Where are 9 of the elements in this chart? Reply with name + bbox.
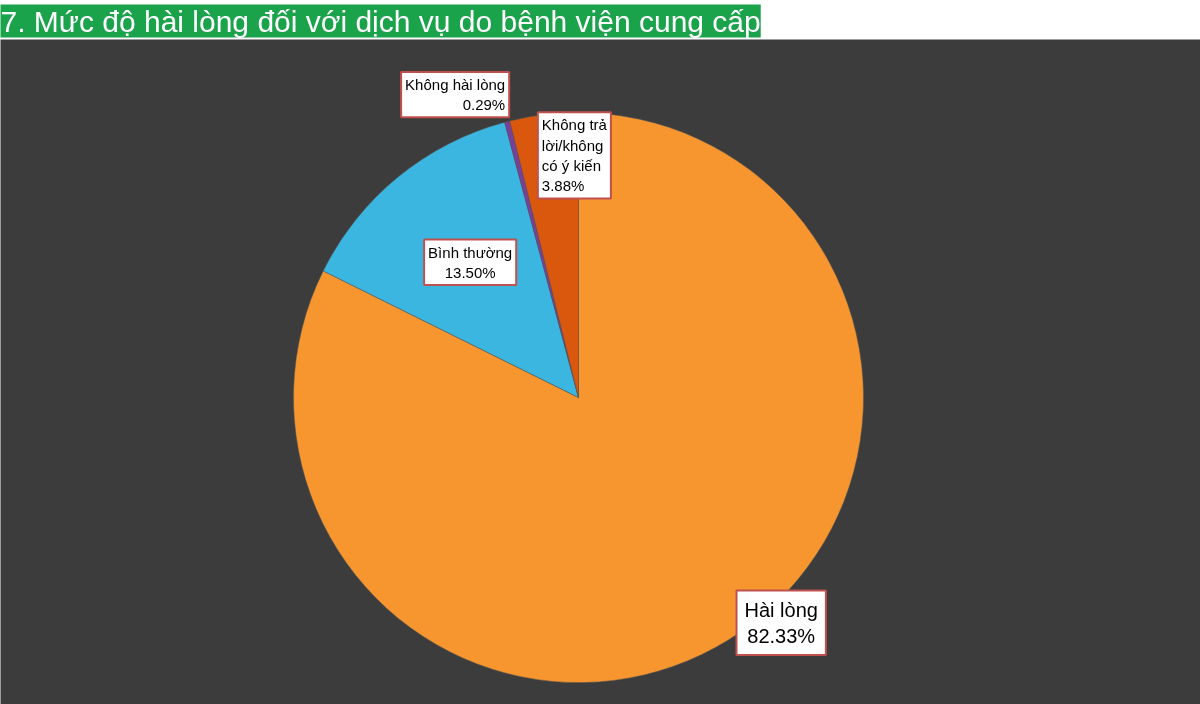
data-label: 0.29% [462,96,506,114]
slice-label: Không hài lòng [405,75,506,93]
slice-label: Không trả lời/không có ý kiến [541,116,608,175]
slice-label: Hài lòng [744,598,818,621]
data-label: 3.88% [541,177,585,195]
chart-title: 7. Mức độ hài lòng đối với dịch vụ do bệnh viện cung cấp [0,4,761,38]
slice-label: Bình thường [428,243,513,261]
data-label: 82.33% [747,624,816,647]
data-label: 13.50% [444,263,496,281]
